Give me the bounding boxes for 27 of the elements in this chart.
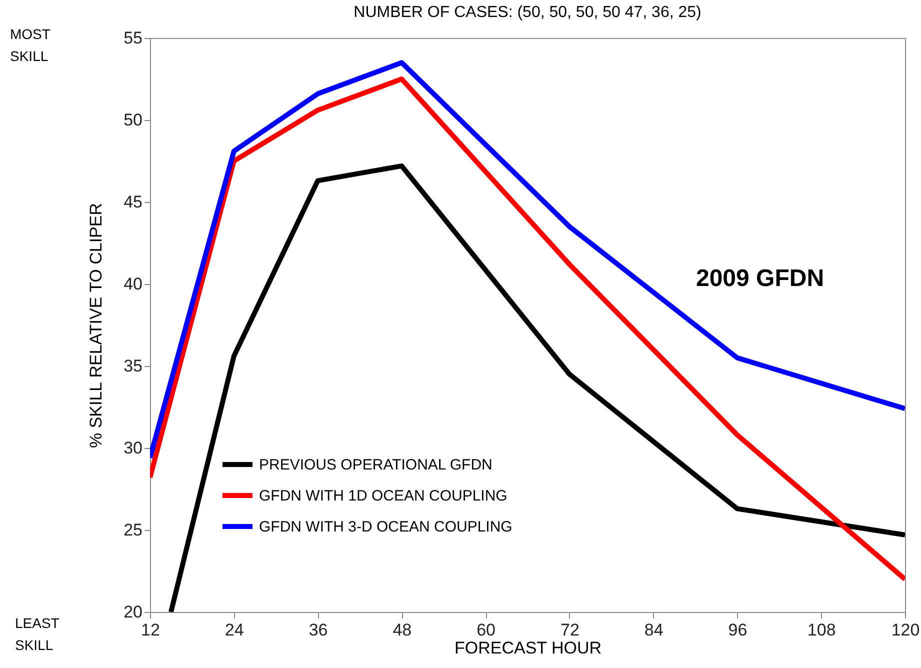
y-tick-label: 50 <box>124 110 142 130</box>
y-tick-label: 45 <box>124 192 142 212</box>
x-tick-label: 60 <box>476 620 496 640</box>
chart-title: NUMBER OF CASES: (50, 50, 50, 50 47, 36, 25) <box>354 4 702 21</box>
y-tick-label: 35 <box>124 356 142 376</box>
y-tick-label: 20 <box>124 602 142 622</box>
x-tick-label: 108 <box>807 620 836 640</box>
legend-label: PREVIOUS OPERATIONAL GFDN <box>259 456 492 474</box>
text: LEAST SKILL <box>15 615 60 653</box>
x-tick-label: 36 <box>308 620 328 640</box>
x-tick-label: 120 <box>891 620 920 640</box>
y-tick-label: 55 <box>124 28 142 48</box>
x-tick-label: 72 <box>560 620 580 640</box>
y-tick-label: 25 <box>124 520 142 540</box>
x-axis-title: FORECAST HOUR <box>454 638 602 658</box>
x-tick-label: 84 <box>644 620 664 640</box>
x-tick-label: 24 <box>224 620 244 640</box>
x-tick-label: 48 <box>392 620 412 640</box>
x-tick-label: 96 <box>728 620 748 640</box>
text: MOST SKILL <box>10 26 51 64</box>
legend-label: GFDN WITH 3-D OCEAN COUPLING <box>259 518 512 536</box>
legend-label: GFDN WITH 1D OCEAN COUPLING <box>259 488 508 504</box>
x-tick-label: 12 <box>141 620 160 640</box>
y-tick-label: 40 <box>124 274 142 294</box>
y-axis-title: % SKILL RELATIVE TO CLIPER <box>86 202 106 448</box>
y-tick-label: 30 <box>124 438 142 458</box>
annotation: 2009 GFDN <box>696 265 824 292</box>
